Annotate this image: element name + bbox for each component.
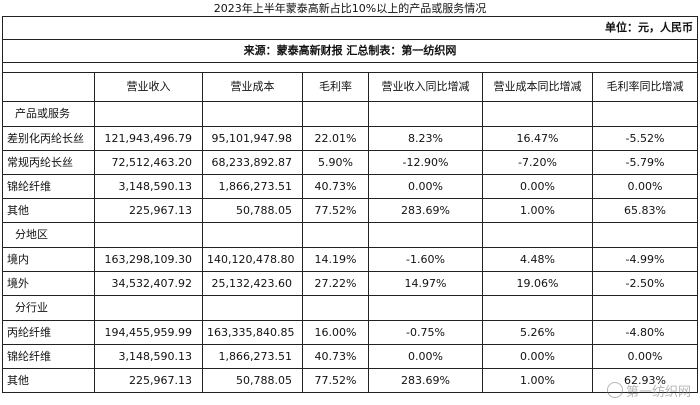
table-cell: 225,967.13 — [94, 198, 203, 223]
table-row: 锦纶纤维 3,148,590.13 1,866,273.51 40.73% 0.00% 0… — [2, 344, 699, 369]
table-cell: 68,233,892.87 — [202, 150, 303, 175]
table-cell: 225,967.13 — [94, 368, 203, 393]
table-cell: 27.22% — [302, 271, 369, 296]
table-cell: 121,943,496.79 — [94, 126, 203, 151]
table-cell: 65.83% — [591, 198, 699, 223]
row-label: 境内 — [2, 247, 95, 272]
table-title: 2023年上半年蒙泰高新占比10%以上的产品或服务情况 — [2, 0, 698, 17]
table-cell: 95,101,947.98 — [202, 126, 303, 151]
table-cell: 40.73% — [302, 174, 369, 199]
table-cell: -4.80% — [591, 320, 699, 345]
column-header — [2, 72, 95, 102]
table-cell: -0.75% — [368, 320, 483, 345]
watermark-text: 第一纺织网 — [625, 385, 691, 400]
row-label: 境外 — [2, 271, 95, 296]
source-note: 来源：蒙泰高新财报 汇总制表：第一纺织网 — [1, 39, 699, 63]
table-cell: 19.06% — [482, 271, 593, 296]
row-label: 锦纶纤维 — [2, 174, 95, 199]
table-cell: 3,148,590.13 — [94, 174, 203, 199]
row-label: 常规丙纶长丝 — [2, 150, 95, 175]
table-row: 常规丙纶长丝 72,512,463.20 68,233,892.87 5.90% -12… — [2, 150, 699, 175]
table-cell: 8.23% — [368, 126, 483, 151]
table-cell: -5.52% — [591, 126, 699, 151]
row-label: 其他 — [2, 368, 95, 393]
table-cell: 22.01% — [302, 126, 369, 151]
table-cell: 14.19% — [302, 247, 369, 272]
table-cell: 5.26% — [482, 320, 593, 345]
column-header: 营业成本同比增减 — [482, 72, 593, 102]
row-label: 其他 — [2, 198, 95, 223]
table-cell: 1.00% — [482, 198, 593, 223]
table-cell: -7.20% — [482, 150, 593, 175]
table-cell: 50,788.05 — [202, 198, 303, 223]
column-header: 毛利率 — [302, 72, 369, 102]
table-cell: -2.50% — [591, 271, 699, 296]
table-cell: 1,866,273.51 — [202, 344, 303, 369]
table-row: 丙纶纤维 194,455,959.99 163,335,840.85 16.00% -0… — [2, 320, 699, 345]
table-cell: 140,120,478.80 — [202, 247, 303, 272]
table-cell: 34,532,407.92 — [94, 271, 203, 296]
table-cell: -5.79% — [591, 150, 699, 175]
table-cell: 0.00% — [482, 344, 593, 369]
table-cell: 283.69% — [368, 368, 483, 393]
table-row: 境内 163,298,109.30 140,120,478.80 14.19% -1.6… — [2, 247, 699, 272]
table-cell: 0.00% — [591, 174, 699, 199]
table-cell: 72,512,463.20 — [94, 150, 203, 175]
column-header: 毛利率同比增减 — [591, 72, 699, 102]
section-label: 分地区 — [2, 222, 95, 248]
column-header: 营业成本 — [202, 72, 303, 102]
table-cell: 1,866,273.51 — [202, 174, 303, 199]
product-table: 2023年上半年蒙泰高新占比10%以上的产品或服务情况 单位：元，人民币 来源：… — [1, 0, 699, 393]
blank-row — [1, 62, 699, 73]
table-cell: 0.00% — [368, 344, 483, 369]
row-label: 差别化丙纶长丝 — [2, 126, 95, 151]
row-label: 锦纶纤维 — [2, 344, 95, 369]
section-row: 分行业 — [2, 295, 699, 321]
unit-note: 单位：元，人民币 — [1, 16, 699, 40]
table-cell: 3,148,590.13 — [94, 344, 203, 369]
table-row: 其他 225,967.13 50,788.05 77.52% 283.69% 1.00% 6… — [2, 198, 699, 223]
table-cell: 77.52% — [302, 198, 369, 223]
table-cell: 16.00% — [302, 320, 369, 345]
table-cell: -4.99% — [591, 247, 699, 272]
title-row: 2023年上半年蒙泰高新占比10%以上的产品或服务情况 — [2, 0, 698, 17]
table-cell: -12.90% — [368, 150, 483, 175]
row-label: 丙纶纤维 — [2, 320, 95, 345]
table-cell: -1.60% — [368, 247, 483, 272]
table-cell: 77.52% — [302, 368, 369, 393]
table-row: 境外 34,532,407.92 25,132,423.60 27.22% 14.97%… — [2, 271, 699, 296]
section-label: 分行业 — [2, 295, 95, 321]
table-cell: 0.00% — [591, 344, 699, 369]
source-row: 来源：蒙泰高新财报 汇总制表：第一纺织网 — [1, 39, 699, 63]
table-cell: 50,788.05 — [202, 368, 303, 393]
table-cell: 4.48% — [482, 247, 593, 272]
table-cell: 163,298,109.30 — [94, 247, 203, 272]
table-row: 锦纶纤维 3,148,590.13 1,866,273.51 40.73% 0.00% 0… — [2, 174, 699, 199]
table-cell: 25,132,423.60 — [202, 271, 303, 296]
table-cell: 14.97% — [368, 271, 483, 296]
header-row: 营业收入 营业成本 毛利率 营业收入同比增减 营业成本同比增减 毛利率同比增减 — [2, 72, 699, 102]
watermark: 第一纺织网 — [606, 381, 691, 400]
column-header: 营业收入 — [94, 72, 203, 102]
table-cell: 16.47% — [482, 126, 593, 151]
column-header: 营业收入同比增减 — [368, 72, 483, 102]
section-label: 产品或服务 — [2, 101, 95, 127]
table-cell: 1.00% — [482, 368, 593, 393]
unit-row: 单位：元，人民币 — [1, 16, 699, 40]
table-cell: 0.00% — [368, 174, 483, 199]
table-cell: 163,335,840.85 — [202, 320, 303, 345]
table-row: 差别化丙纶长丝 121,943,496.79 95,101,947.98 22.01%… — [2, 126, 699, 151]
section-row: 分地区 — [2, 222, 699, 248]
table-cell: 194,455,959.99 — [94, 320, 203, 345]
watermark-logo-icon — [606, 382, 623, 398]
table-cell: 283.69% — [368, 198, 483, 223]
table-body: 2023年上半年蒙泰高新占比10%以上的产品或服务情况 单位：元，人民币 来源：… — [1, 0, 699, 393]
table-cell: 5.90% — [302, 150, 369, 175]
table-row: 其他 225,967.13 50,788.05 77.52% 283.69% 1.00% 6… — [2, 368, 699, 393]
section-row: 产品或服务 — [2, 101, 699, 127]
table-cell: 40.73% — [302, 344, 369, 369]
table-cell: 0.00% — [482, 174, 593, 199]
